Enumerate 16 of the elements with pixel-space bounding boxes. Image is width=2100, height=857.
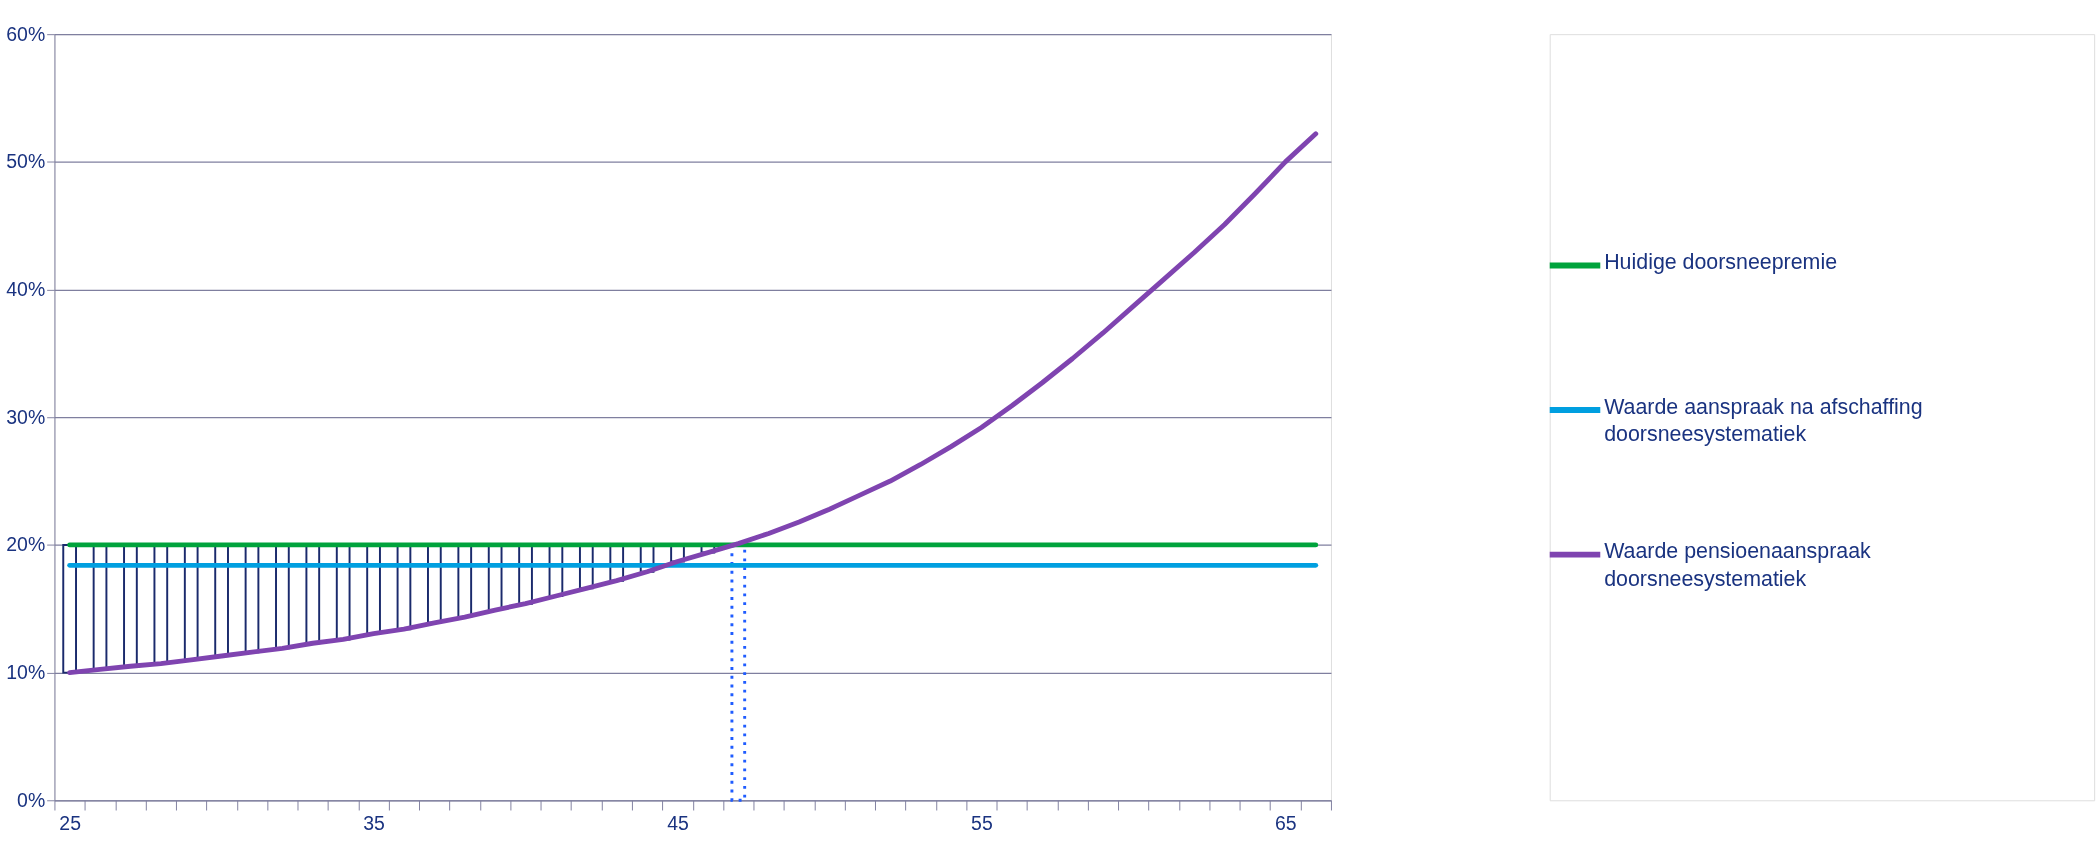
y-tick-label: 40% xyxy=(6,277,46,300)
x-tick-label: 35 xyxy=(363,811,385,834)
y-tick-label: 60% xyxy=(6,22,46,45)
y-tick-label: 10% xyxy=(6,660,46,683)
x-tick-label: 65 xyxy=(1275,811,1297,834)
x-tick-label: 55 xyxy=(971,811,993,834)
legend-label: Waarde aanspraak na afschaffing doorsneesystematiek xyxy=(1604,394,1923,447)
y-tick-label: 30% xyxy=(6,405,46,428)
y-tick-label: 20% xyxy=(6,533,46,556)
y-tick-label: 50% xyxy=(6,150,46,173)
x-tick-label: 25 xyxy=(59,811,81,834)
x-tick-label: 45 xyxy=(667,811,689,834)
legend-label: Waarde pensioenaanspraak doorsneesystematiek xyxy=(1604,539,1872,591)
legend-label: Huidige doorsneepremie xyxy=(1604,250,1838,275)
line-series xyxy=(67,131,1319,676)
y-tick-label: 0% xyxy=(17,788,46,811)
